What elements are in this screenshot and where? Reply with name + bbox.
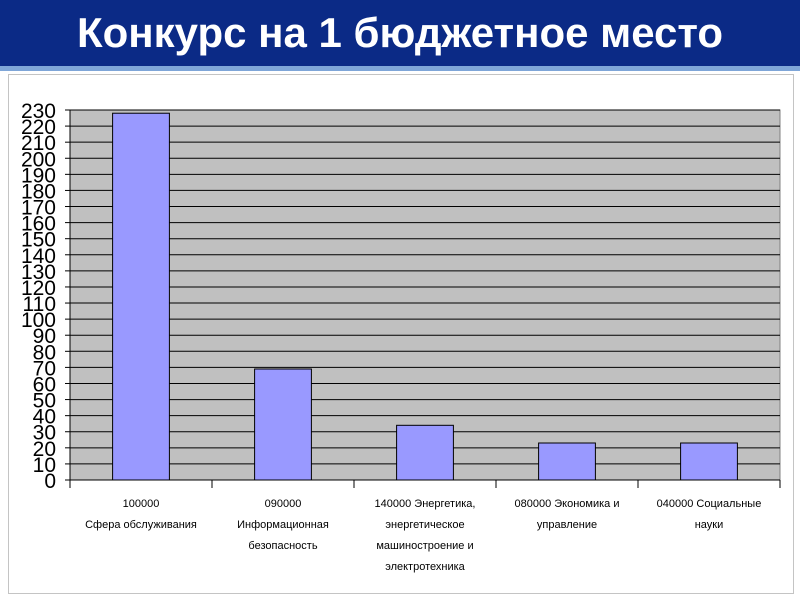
bar [254,368,312,481]
y-tick-label: 200 [21,148,56,171]
x-category-label: 140000 Энергетика, энергетическое машино… [374,498,476,573]
title-bar [0,0,800,66]
y-tick-label: 10 [33,454,56,477]
x-category-label: 090000 Информационная безопасность [237,498,329,552]
y-tick-label: 70 [33,357,56,380]
y-tick-label: 60 [33,373,56,396]
y-tick-label: 130 [21,261,56,284]
y-tick-label: 140 [21,245,56,268]
y-tick-label: 40 [33,406,56,429]
y-tick-label: 160 [21,213,56,236]
y-tick-label: 80 [33,341,56,364]
y-tick-label: 90 [33,325,56,348]
plot-area [69,109,781,481]
y-tick-label: 220 [21,116,56,139]
y-tick-label: 0 [44,470,56,493]
y-tick-label: 180 [21,180,56,203]
page-title: Конкурс на 1 бюджетное место [76,9,724,56]
x-category-label: 040000 Социальные науки [656,498,762,531]
y-tick-label: 100 [21,309,56,332]
y-tick-label: 190 [21,164,56,187]
x-category-label: 100000 Сфера обслуживания [85,498,197,531]
accent-strip [0,66,800,71]
bar [112,112,170,481]
y-tick-label: 30 [33,422,56,445]
bar [396,424,454,481]
bar [680,442,738,481]
y-tick-label: 50 [33,390,56,413]
y-tick-label: 120 [21,277,56,300]
y-tick-label: 20 [33,438,56,461]
y-tick-label: 110 [23,293,56,316]
bar [538,442,596,481]
y-tick-label: 230 [21,100,56,123]
y-tick-label: 210 [21,132,56,155]
y-tick-label: 150 [21,229,56,252]
y-tick-label: 170 [21,197,56,220]
x-category-label: 080000 Экономика и управление [514,498,620,531]
